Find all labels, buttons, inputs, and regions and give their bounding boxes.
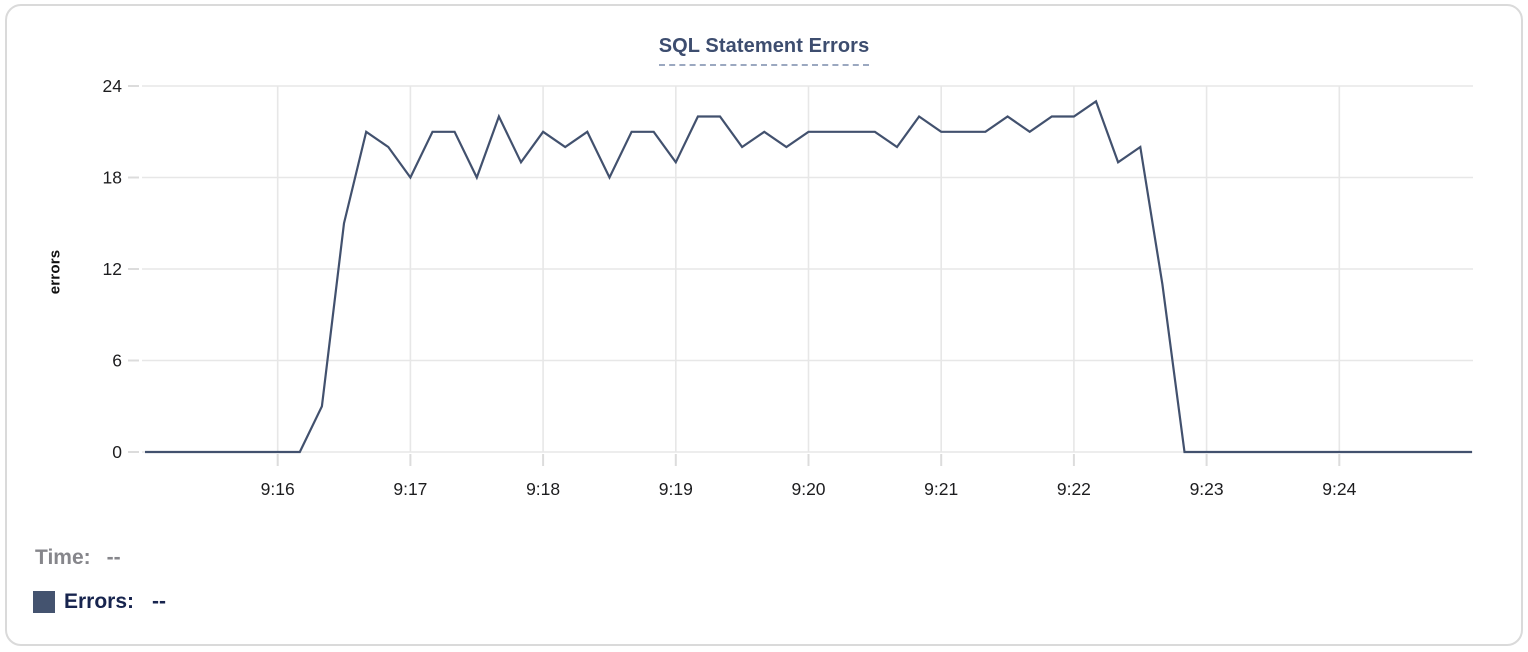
x-tick-label: 9:17: [393, 479, 427, 499]
x-tick-label: 9:24: [1322, 479, 1356, 499]
y-tick-label: 0: [112, 442, 122, 462]
y-tick-label: 18: [103, 168, 122, 188]
errors-line-chart[interactable]: 0 6 12 18 24 9:16 9:17 9:18 9:19 9:20 9:21 9:22 9:23…: [7, 6, 1523, 516]
x-tick-label: 9:19: [659, 479, 693, 499]
x-tick-label: 9:21: [924, 479, 958, 499]
y-tick-label: 6: [112, 351, 122, 371]
x-tick-label: 9:16: [261, 479, 295, 499]
y-tick-label: 24: [103, 76, 123, 96]
errors-series-line: [145, 99, 1472, 454]
tooltip-time-label: Time:: [35, 546, 91, 569]
chart-card: SQL Statement Errors 0 6 12 18 24 9:16 9:17 9:1…: [5, 4, 1523, 646]
x-tick-label: 9:18: [526, 479, 560, 499]
tooltip-errors-label: Errors:: [64, 590, 135, 613]
chart-header: SQL Statement Errors: [7, 35, 1521, 66]
tooltip-errors-value: --: [152, 590, 167, 613]
errors-series-swatch-icon: [33, 591, 55, 613]
x-tick-label: 9:22: [1057, 479, 1091, 499]
chart-title[interactable]: SQL Statement Errors: [658, 35, 870, 66]
tooltip-errors-row: Errors: --: [33, 590, 166, 614]
tooltip-time-value: --: [106, 546, 121, 569]
y-axis-label: errors: [46, 249, 64, 295]
tooltip-time-row: Time: --: [35, 546, 121, 570]
x-tick-label: 9:23: [1190, 479, 1224, 499]
y-tick-label: 12: [103, 259, 122, 279]
x-tick-label: 9:20: [791, 479, 825, 499]
